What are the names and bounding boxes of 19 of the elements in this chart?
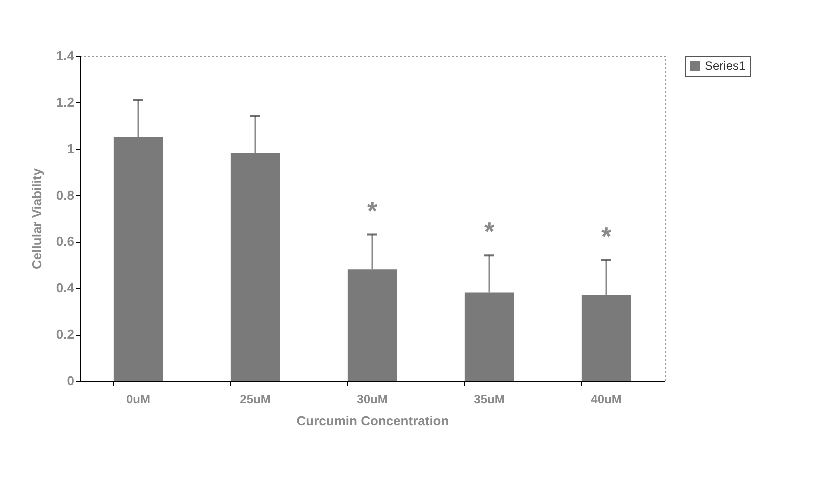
legend-label: Series1 (705, 59, 746, 73)
x-tick-label: 40uM (591, 392, 622, 406)
y-tick-label: 0 (67, 374, 74, 388)
x-tick-label: 0uM (126, 392, 151, 406)
x-tick-label: 25uM (240, 392, 271, 406)
annotation: * (484, 216, 496, 247)
annotation: * (367, 196, 378, 226)
y-tick-label: 1.4 (56, 48, 76, 64)
x-tick-label: 35uM (474, 392, 505, 406)
y-tick-label: 0.4 (56, 280, 76, 296)
annotation: * (601, 221, 612, 252)
y-tick-label: 0.8 (56, 188, 74, 203)
x-tick-label: 30uM (357, 392, 388, 406)
x-axis-title: Curcumin Concentration (296, 414, 450, 428)
y-tick-label: 1 (67, 141, 74, 156)
y-tick-label: 1.2 (56, 94, 74, 110)
y-axis-title: Cellular Viability (29, 168, 44, 270)
y-tick-label: 0.2 (56, 327, 74, 342)
y-tick-label: 0.6 (56, 234, 74, 250)
